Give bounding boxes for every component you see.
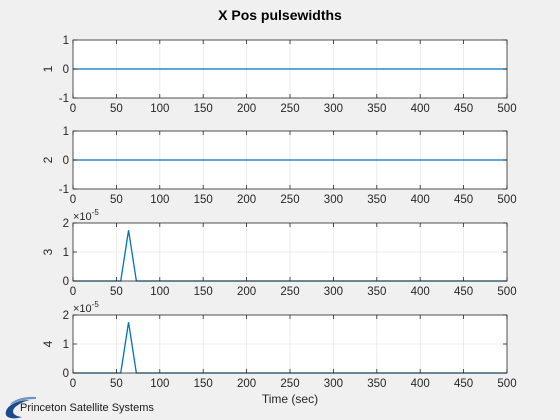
y-axis-label: 3: [41, 248, 55, 255]
x-tick-label: 250: [280, 194, 299, 206]
x-tick-label: 150: [194, 378, 213, 390]
y-axis-label: 4: [41, 340, 55, 347]
x-tick-label: 500: [497, 378, 516, 390]
x-tick-label: 200: [237, 194, 256, 206]
y-tick-label: 0: [63, 368, 69, 380]
y-tick-label: 1: [63, 126, 69, 138]
x-tick-label: 150: [194, 103, 213, 115]
y-exponent-power: -5: [92, 208, 100, 217]
x-tick-label: 350: [367, 194, 386, 206]
x-tick-label: 0: [70, 286, 76, 298]
figure-title: X Pos pulsewidths: [218, 7, 342, 23]
x-tick-label: 100: [150, 103, 169, 115]
x-tick-label: 100: [150, 378, 169, 390]
x-tick-label: 250: [280, 103, 299, 115]
x-tick-label: 0: [70, 378, 76, 390]
x-tick-label: 200: [237, 378, 256, 390]
x-tick-label: 400: [411, 194, 430, 206]
y-tick-label: 0: [63, 64, 69, 76]
y-tick-label: 2: [63, 218, 69, 230]
subplot-4: 0 50 100 150 200 250 300 350 400 450 500 0 1 2 4 ×10-5: [41, 300, 517, 390]
x-tick-label: 350: [367, 378, 386, 390]
x-tick-label: 200: [237, 103, 256, 115]
x-tick-label: 50: [110, 194, 123, 206]
x-tick-label: 0: [70, 194, 76, 206]
y-tick-label: 1: [63, 35, 69, 47]
y-exponent-power: -5: [92, 300, 100, 309]
x-tick-label: 300: [324, 194, 343, 206]
swoosh-logo-icon: [5, 396, 36, 419]
logo-text: Princeton Satellite Systems: [20, 402, 154, 414]
x-tick-label: 150: [194, 286, 213, 298]
x-tick-label: 400: [411, 103, 430, 115]
x-tick-label: 500: [497, 103, 516, 115]
subplot-3: 0 50 100 150 200 250 300 350 400 450 500 0 1 2 3 ×10-5: [41, 208, 517, 298]
x-tick-label: 450: [454, 378, 473, 390]
x-tick-label: 0: [70, 103, 76, 115]
x-tick-label: 100: [150, 286, 169, 298]
y-exponent-label: ×10-5: [73, 300, 99, 315]
y-tick-label: 2: [63, 310, 69, 322]
y-tick-label: 0: [63, 276, 69, 288]
x-tick-label: 400: [411, 378, 430, 390]
y-tick-label: 0: [63, 155, 69, 167]
x-tick-label: 300: [324, 286, 343, 298]
x-tick-label: 150: [194, 194, 213, 206]
x-tick-label: 200: [237, 286, 256, 298]
y-axis-label: 1: [41, 65, 55, 72]
y-axis-label: 2: [41, 156, 55, 163]
x-tick-label: 500: [497, 286, 516, 298]
x-tick-label: 450: [454, 194, 473, 206]
x-tick-label: 400: [411, 286, 430, 298]
x-tick-label: 250: [280, 378, 299, 390]
x-tick-label: 50: [110, 378, 123, 390]
x-tick-label: 500: [497, 194, 516, 206]
x-tick-label: 50: [110, 286, 123, 298]
y-tick-label: -1: [59, 184, 69, 196]
y-tick-label: 1: [63, 247, 69, 259]
x-tick-label: 350: [367, 286, 386, 298]
x-tick-label: 300: [324, 378, 343, 390]
x-tick-label: 250: [280, 286, 299, 298]
y-exponent-label: ×10-5: [73, 208, 99, 223]
x-tick-label: 50: [110, 103, 123, 115]
x-tick-label: 350: [367, 103, 386, 115]
x-axis-label: Time (sec): [262, 392, 318, 406]
x-tick-label: 450: [454, 103, 473, 115]
x-tick-label: 100: [150, 194, 169, 206]
x-tick-label: 300: [324, 103, 343, 115]
y-tick-label: -1: [59, 93, 69, 105]
y-tick-label: 1: [63, 339, 69, 351]
x-tick-label: 450: [454, 286, 473, 298]
